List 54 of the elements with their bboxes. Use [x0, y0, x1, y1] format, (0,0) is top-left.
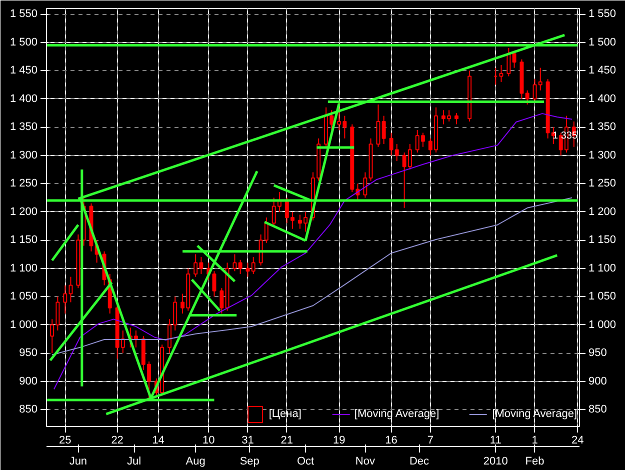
y-tick-label: 1 200 — [10, 206, 38, 218]
x2-tick-label: Sep — [240, 456, 260, 468]
y2-tick-label: 1 450 — [588, 64, 616, 77]
y2-tick-label: 1 500 — [588, 36, 616, 48]
x-tick-label: 7 — [427, 434, 434, 446]
y2-tick-label: 900 — [588, 375, 607, 388]
x2-tick-label: Dec — [409, 456, 430, 468]
x2-tick-label: Jul — [127, 456, 142, 468]
y-tick-label: 1 100 — [10, 262, 38, 274]
y-tick-label: 1 050 — [10, 290, 38, 303]
y2-tick-label: 1 350 — [588, 121, 616, 134]
y2-tick-label: 950 — [588, 347, 607, 360]
x2-tick-label: Nov — [355, 456, 376, 468]
y2-tick-label: 1 250 — [588, 178, 616, 190]
y2-tick-label: 1 100 — [588, 262, 616, 274]
x-tick-label: 10 — [202, 434, 215, 446]
y-tick-label: 1 500 — [10, 36, 38, 48]
x-tick-label: 16 — [385, 434, 398, 446]
y-tick-label: 1 450 — [10, 64, 38, 77]
x-tick-label: 11 — [490, 434, 502, 446]
x-tick-label: 14 — [152, 434, 164, 446]
y-tick-label: 1 400 — [10, 92, 38, 105]
x2-tick-label: 2010 — [483, 456, 508, 468]
x-tick-label: 22 — [111, 434, 124, 446]
y2-tick-label: 1 550 — [588, 8, 616, 20]
y2-tick-label: 1 050 — [588, 290, 616, 303]
x2-tick-label: Aug — [186, 456, 206, 468]
y2-tick-label: 1 400 — [588, 92, 616, 105]
y-tick-label: 1 350 — [10, 121, 38, 134]
y-tick-label: 850 — [19, 404, 38, 416]
y-tick-label: 950 — [19, 347, 38, 360]
x-tick-label: 25 — [59, 434, 72, 446]
x-tick-label: 24 — [572, 434, 584, 446]
y-tick-label: 1 250 — [10, 178, 38, 190]
y-tick-label: 1 300 — [10, 149, 38, 162]
y2-tick-label: 850 — [588, 404, 607, 416]
x2-tick-label: Feb — [525, 456, 544, 468]
y2-tick-label: 1 300 — [588, 149, 616, 162]
y-tick-label: 1 150 — [10, 234, 38, 246]
legend-label: [Moving Average] — [354, 408, 440, 420]
x2-tick-label: Oct — [296, 456, 314, 468]
x-tick-label: 21 — [280, 434, 294, 446]
y-tick-label: 1 550 — [10, 8, 38, 20]
x2-tick-label: Jun — [69, 456, 88, 468]
legend-label: [Цена] — [268, 408, 302, 420]
y-tick-label: 1 000 — [10, 318, 38, 331]
legend-label: [Moving Average] — [492, 408, 577, 420]
x-tick-label: 1 — [532, 434, 538, 446]
y2-tick-label: 1 000 — [588, 318, 616, 331]
y-tick-label: 900 — [19, 375, 38, 388]
y2-tick-label: 1 200 — [588, 206, 616, 218]
x-tick-label: 19 — [332, 434, 346, 446]
y2-tick-label: 1 150 — [588, 234, 616, 246]
x-tick-label: 31 — [242, 434, 254, 446]
